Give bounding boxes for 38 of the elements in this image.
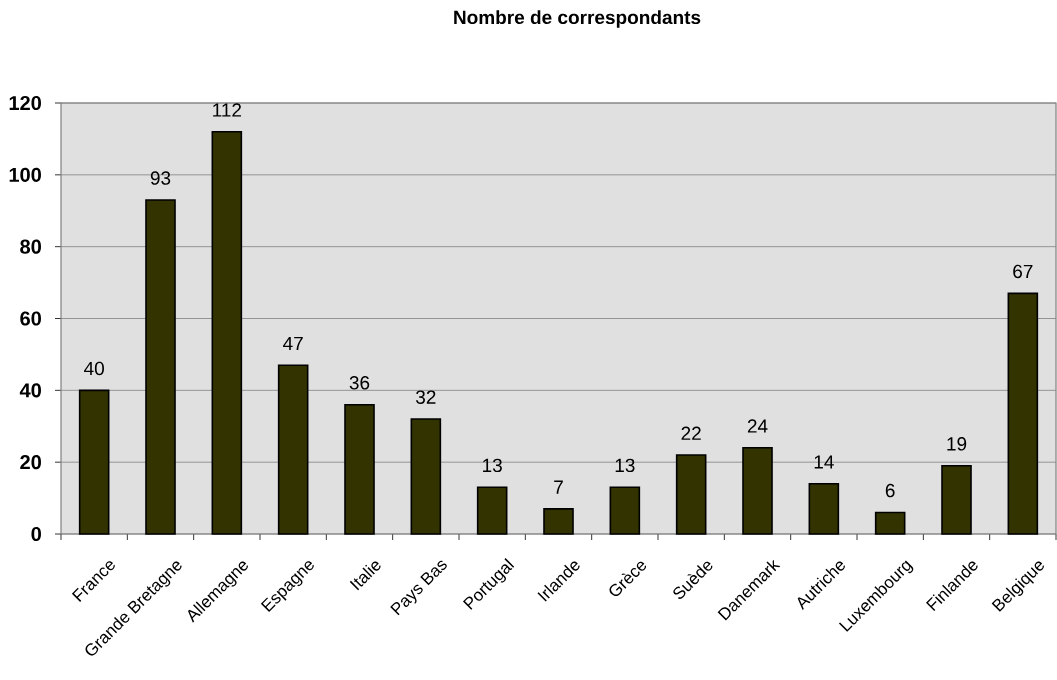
y-tick-label: 40 xyxy=(19,383,41,398)
data-label: 7 xyxy=(554,480,563,494)
data-label: 14 xyxy=(814,455,834,469)
data-label: 13 xyxy=(615,458,635,473)
bar xyxy=(1007,292,1039,535)
data-label: 13 xyxy=(483,458,502,473)
data-label: 32 xyxy=(415,390,436,404)
data-label: 40 xyxy=(84,361,104,376)
data-label: 67 xyxy=(1013,264,1033,279)
data-label: 19 xyxy=(947,437,967,451)
data-label: 6 xyxy=(885,483,895,498)
bar xyxy=(675,454,707,535)
bar xyxy=(609,486,641,535)
bar xyxy=(808,482,840,535)
bar xyxy=(211,130,243,535)
y-tick-label: 100 xyxy=(9,167,41,182)
data-label: 24 xyxy=(747,419,768,433)
data-label: 36 xyxy=(349,376,370,390)
data-label: 112 xyxy=(213,103,242,117)
data-label: 22 xyxy=(681,426,701,440)
bar xyxy=(78,389,110,535)
bar xyxy=(742,447,773,535)
bar xyxy=(410,418,442,535)
data-label: 93 xyxy=(150,171,171,185)
y-tick-label: 20 xyxy=(20,455,41,470)
y-tick-label: 60 xyxy=(20,311,41,326)
bar xyxy=(874,511,906,535)
bar xyxy=(145,199,176,535)
bar xyxy=(476,486,508,535)
bar xyxy=(543,508,574,535)
bar xyxy=(941,464,972,535)
bar xyxy=(344,403,375,535)
data-label: 47 xyxy=(283,336,303,350)
y-tick-label: 120 xyxy=(9,95,41,111)
bar xyxy=(277,364,309,535)
y-tick-label: 80 xyxy=(20,239,41,254)
chart-title: Nombre de correspondants xyxy=(454,10,701,28)
y-tick-label: 0 xyxy=(31,526,41,542)
